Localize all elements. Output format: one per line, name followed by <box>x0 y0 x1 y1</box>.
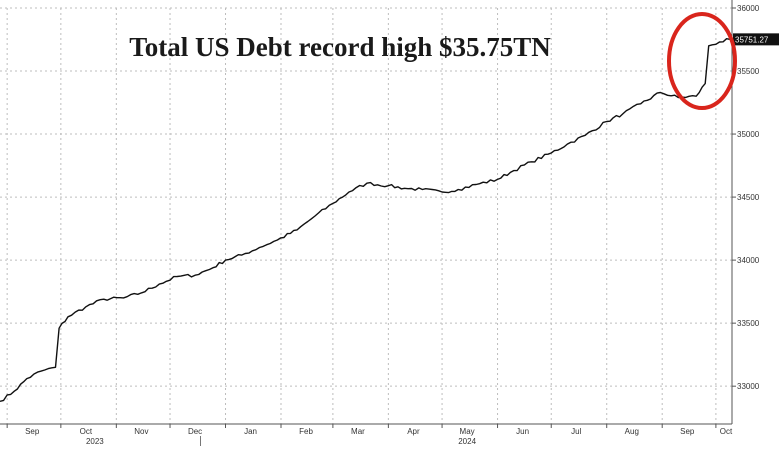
y-tick-label-6: 36000 <box>737 4 760 13</box>
x-tick-label-4: Jan <box>244 427 257 436</box>
chart-title: Total US Debt record high $35.75TN <box>129 32 551 62</box>
axis-layer: 33000 33500 34000 34500 35000 35500 36000 Sep Oc… <box>0 0 760 446</box>
y-tick-label-2: 34000 <box>737 256 760 265</box>
year-label-0: 2023 <box>86 437 104 446</box>
x-tick-label-9: Jun <box>516 427 529 436</box>
y-tick-label-5: 35500 <box>737 67 760 76</box>
series-layer <box>0 38 731 402</box>
x-tick-label-11: Aug <box>625 427 639 436</box>
x-tick-label-1: Oct <box>80 427 93 436</box>
y-tick-label-3: 34500 <box>737 193 760 202</box>
x-tick-label-8: May <box>460 427 475 436</box>
x-tick-label-10: Jul <box>571 427 581 436</box>
y-tick-label-1: 33500 <box>737 319 760 328</box>
x-tick-label-2: Nov <box>134 427 148 436</box>
debt-series-line <box>0 38 731 402</box>
highlight-circle <box>667 12 737 110</box>
x-tick-label-0: Sep <box>25 427 40 436</box>
x-tick-label-12: Sep <box>680 427 695 436</box>
y-tick-label-0: 33000 <box>737 382 760 391</box>
highlight-layer: 35751.27 <box>667 12 779 110</box>
last-value-box <box>733 33 779 46</box>
year-label-1: 2024 <box>458 437 476 446</box>
grid-layer <box>0 7 732 424</box>
x-tick-label-7: Apr <box>407 427 420 436</box>
x-tick-label-6: Mar <box>351 427 365 436</box>
x-tick-label-5: Feb <box>299 427 313 436</box>
x-tick-label-3: Dec <box>188 427 202 436</box>
y-tick-label-4: 35000 <box>737 130 760 139</box>
x-tick-label-13: Oct <box>720 427 733 436</box>
last-value-label: 35751.27 <box>735 35 769 44</box>
